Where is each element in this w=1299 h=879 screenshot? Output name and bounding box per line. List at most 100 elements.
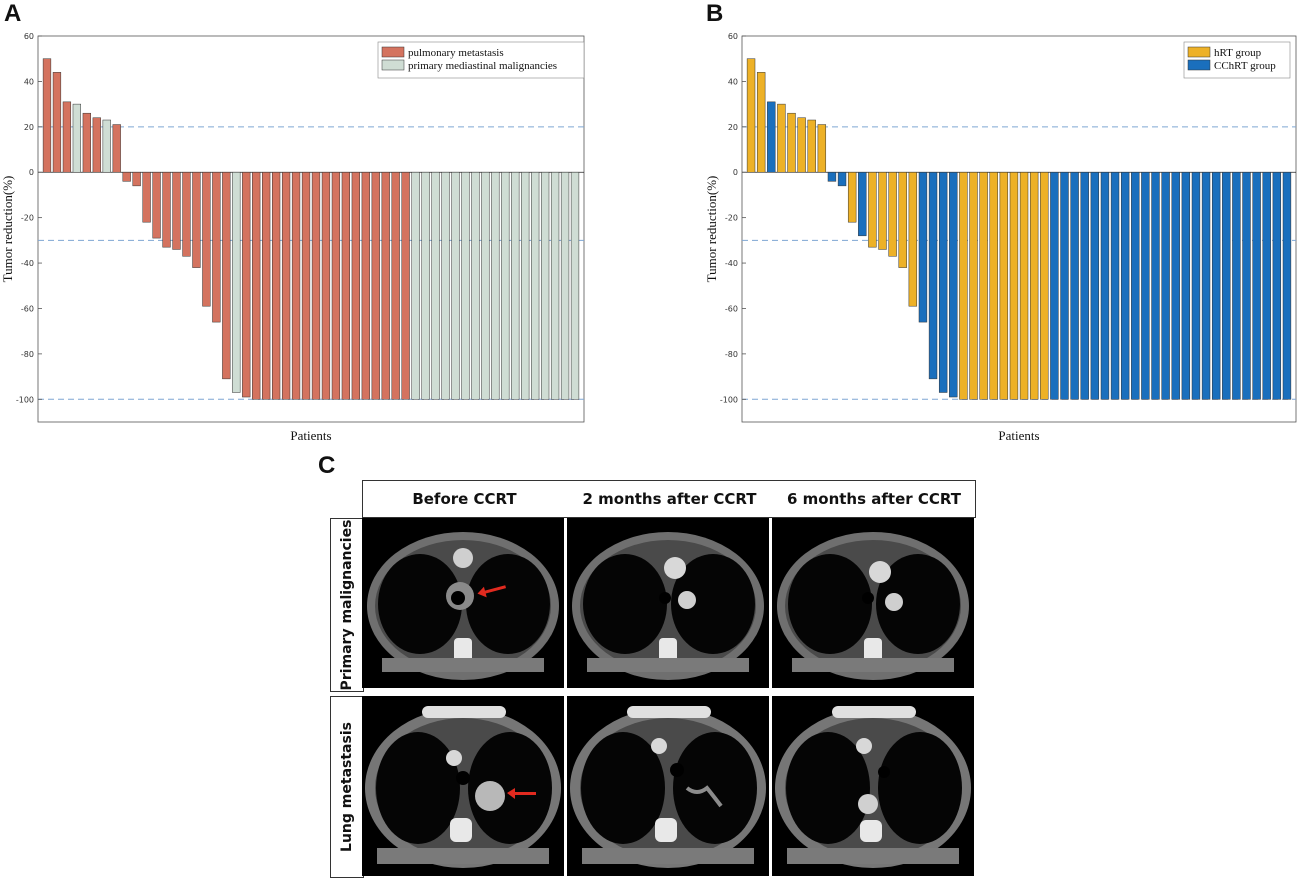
chart-a-bar-37 xyxy=(411,171,420,400)
chart-a-bar-8 xyxy=(122,171,131,182)
chart-a-bar-17 xyxy=(212,171,221,323)
chart-a-bar-33 xyxy=(371,171,380,400)
chart-b-bar-37 xyxy=(1120,171,1130,400)
chart-b-bar-43 xyxy=(1181,171,1191,400)
chart-a-bar-28 xyxy=(321,171,331,400)
chart-a-bar-11 xyxy=(152,171,161,239)
chart-a-bar-30 xyxy=(341,171,351,400)
chart-b-ytick-label-2: 20 xyxy=(728,123,738,132)
chart-a-bar-41 xyxy=(451,171,460,400)
chart-b-bar-41 xyxy=(1161,171,1170,400)
chart-a-legend-label-1: primary mediastinal malignancies xyxy=(408,60,557,72)
chart-b-ytick-label-4: -20 xyxy=(725,214,738,223)
chart-a-bar-5 xyxy=(92,117,101,173)
chart-a-legend-label-0: pulmonary metastasis xyxy=(408,47,504,59)
chart-b-bar-49 xyxy=(1242,171,1251,400)
chart-b-legend-label-1: CChRT group xyxy=(1214,60,1276,72)
chart-a-bar-51 xyxy=(550,171,560,400)
chart-b-bar-17 xyxy=(918,171,928,323)
chart-a-bar-39 xyxy=(431,171,440,400)
chart-b-bar-15 xyxy=(898,171,907,268)
chart-a-ylabel: Tumor reduction(%) xyxy=(0,176,15,283)
chart-b-bar-5 xyxy=(797,117,806,173)
ct-image-lung-before xyxy=(362,696,564,876)
chart-b-ytick-label-3: 0 xyxy=(733,168,738,177)
chart-b-bar-24 xyxy=(989,171,998,400)
chart-a-bar-21 xyxy=(252,171,261,400)
chart-b-ytick-label-8: -100 xyxy=(720,395,738,404)
chart-b-bar-2 xyxy=(767,101,776,173)
chart-b-bar-30 xyxy=(1050,171,1059,400)
chart-b-ytick-label-1: 40 xyxy=(728,77,738,86)
red-arrow-icon xyxy=(507,788,536,799)
chart-b-ytick-label-7: -80 xyxy=(725,350,738,359)
chart-b-bar-31 xyxy=(1060,171,1069,400)
chart-a-bar-1 xyxy=(52,72,62,173)
chart-a-bar-42 xyxy=(461,171,470,400)
chart-a-bar-25 xyxy=(291,171,301,400)
chart-b-bar-29 xyxy=(1040,171,1049,400)
chart-b-xlabel: Patients xyxy=(998,428,1039,443)
chart-a-bar-45 xyxy=(491,171,500,400)
chart-b-bar-21 xyxy=(959,171,968,400)
chart-b-ylabel: Tumor reduction(%) xyxy=(704,176,719,283)
chart-b-bar-19 xyxy=(938,171,948,393)
chart-b-ytick-label-0: 60 xyxy=(728,32,738,41)
chart-a-bar-53 xyxy=(570,171,580,400)
chart-b-bar-42 xyxy=(1171,171,1180,400)
chart-b-bar-0 xyxy=(746,58,756,173)
chart-b-bar-18 xyxy=(928,171,938,380)
chart-a-bar-40 xyxy=(441,171,450,400)
chart-a-bar-50 xyxy=(540,171,550,400)
chart-b-bar-20 xyxy=(949,171,958,398)
chart-b-bar-47 xyxy=(1222,171,1231,400)
chart-b-ytick-label-5: -40 xyxy=(725,259,738,268)
chart-a-ytick-label-2: 20 xyxy=(24,123,34,132)
chart-b-bar-38 xyxy=(1131,171,1140,400)
chart-b-legend-label-0: hRT group xyxy=(1214,47,1262,59)
chart-a-bar-12 xyxy=(162,171,171,248)
chart-a-bar-14 xyxy=(182,171,191,257)
chart-a-bar-26 xyxy=(301,171,311,400)
chart-a-frame xyxy=(37,35,585,423)
panel-label-b: B xyxy=(706,0,724,27)
chart-a-xlabel: Patients xyxy=(290,428,331,443)
ct-image-lung-2-months xyxy=(567,696,769,876)
chart-b-legend-swatch-1 xyxy=(1187,59,1211,71)
chart-a-bar-6 xyxy=(102,119,111,173)
chart-b: 60 40 20 0 -20 -40 -60 -80 -100 Patients Tumor red… xyxy=(704,32,1297,443)
chart-a-bar-31 xyxy=(351,171,360,400)
chart-b-bar-10 xyxy=(847,171,857,223)
ct-image-primary-2-months xyxy=(567,518,769,688)
chart-b-bar-50 xyxy=(1252,171,1261,400)
chart-b-bar-52 xyxy=(1272,171,1282,400)
chart-b-bar-16 xyxy=(908,171,918,307)
chart-b-frame xyxy=(741,35,1297,423)
chart-a-bar-23 xyxy=(271,171,281,400)
chart-a-bar-32 xyxy=(361,171,370,400)
chart-b-bar-12 xyxy=(868,171,877,248)
chart-a-bar-19 xyxy=(232,171,241,393)
ct-header-bar xyxy=(362,480,976,518)
chart-b-bar-51 xyxy=(1262,171,1271,400)
chart-b-bar-36 xyxy=(1110,171,1120,400)
row-label-primary: Primary malignancies xyxy=(330,518,364,692)
chart-a-bar-46 xyxy=(501,171,510,400)
chart-a-bar-52 xyxy=(560,171,570,400)
chart-a-bar-44 xyxy=(481,171,490,400)
chart-a-bar-4 xyxy=(82,112,91,173)
chart-a-bar-43 xyxy=(471,171,480,400)
chart-a-bar-15 xyxy=(192,171,201,268)
chart-b-bar-7 xyxy=(817,124,827,173)
chart-a-bar-13 xyxy=(172,171,181,250)
chart-a-bar-3 xyxy=(72,103,82,173)
chart-b-ytick-label-6: -60 xyxy=(725,304,738,313)
chart-a-ytick-label-7: -80 xyxy=(21,350,34,359)
ct-image-primary-before xyxy=(362,518,564,688)
ct-image-primary-6-months xyxy=(772,518,974,688)
col-header-2-months: 2 months after CCRT xyxy=(582,490,757,508)
chart-a-bar-2 xyxy=(62,101,72,173)
chart-a-bar-0 xyxy=(42,58,52,173)
chart-b-bar-14 xyxy=(888,171,897,257)
chart-b-bar-8 xyxy=(827,171,837,182)
